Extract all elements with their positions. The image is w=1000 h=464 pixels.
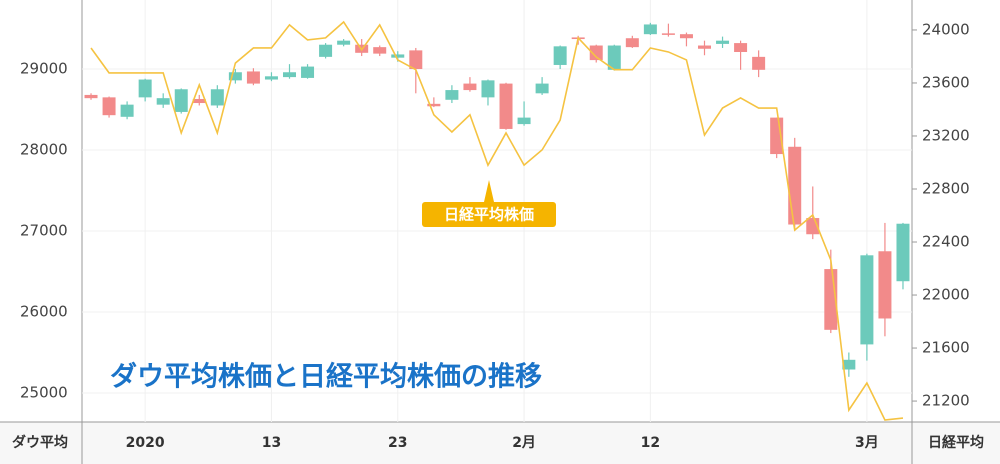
candle-body <box>174 89 188 112</box>
candle-body <box>589 45 603 61</box>
candle-body <box>553 46 567 65</box>
candle-body <box>625 38 639 48</box>
candle-body <box>445 90 459 100</box>
candle-body <box>661 33 675 35</box>
candle-body <box>499 83 513 129</box>
candle-body <box>896 223 910 282</box>
candle-body <box>716 40 730 44</box>
candle-body <box>192 98 206 104</box>
y2-tick-label: 21200 <box>922 392 970 410</box>
y-tick-label: 29000 <box>20 60 68 78</box>
candle-body <box>84 94 98 99</box>
candle-body <box>156 98 170 105</box>
x-tick-label: 2020 <box>126 435 165 451</box>
candle-body <box>246 71 260 84</box>
annotation-pointer <box>484 180 494 202</box>
x-tick-label: 13 <box>262 435 281 451</box>
candle-body <box>860 255 874 345</box>
candle-body <box>409 50 423 70</box>
candle-body <box>607 45 621 70</box>
chart-title: ダウ平均株価と日経平均株価の推移 <box>110 361 542 393</box>
candle-body <box>391 54 405 58</box>
x-tick-label: 2月 <box>512 435 536 451</box>
y2-tick-label: 21600 <box>922 339 970 357</box>
nikkei-line <box>90 20 904 421</box>
y2-tick-label: 23600 <box>922 73 970 91</box>
candle-body <box>210 89 224 106</box>
candle-body <box>138 79 152 98</box>
candle-body <box>463 83 477 91</box>
x-tick-label: 3月 <box>855 435 879 451</box>
annotation: 日経平均株価 <box>444 206 534 224</box>
y2-tick-label: 24000 <box>922 20 970 38</box>
candle-body <box>373 47 387 54</box>
candle-body <box>228 72 242 81</box>
annotation-box <box>422 202 556 227</box>
candle-body <box>264 76 278 80</box>
candle-body <box>427 103 441 107</box>
candle-body <box>679 34 693 39</box>
candle-body <box>734 43 748 53</box>
y-tick-label: 28000 <box>20 141 68 159</box>
y2-tick-label: 23200 <box>922 126 970 144</box>
candle-body <box>788 146 802 225</box>
x-tick-label: 23 <box>388 435 407 451</box>
candle-body <box>517 117 531 125</box>
candle-body <box>102 97 116 116</box>
y-axis-label: ダウ平均 <box>12 434 68 451</box>
y-tick-label: 27000 <box>20 222 68 240</box>
y2-tick-label: 22400 <box>922 233 970 251</box>
candle-body <box>535 83 549 94</box>
y2-axis-label: 日経平均 <box>928 434 984 451</box>
candle-body <box>643 24 657 35</box>
candle-body <box>337 40 351 45</box>
x-tick-label: 12 <box>641 435 660 451</box>
candle-body <box>301 66 315 78</box>
candle-body <box>752 56 766 70</box>
candle-body <box>878 251 892 319</box>
candle-body <box>319 44 333 57</box>
y2-tick-label: 22800 <box>922 179 970 197</box>
candle-body <box>698 45 711 49</box>
candle-body <box>842 359 856 370</box>
y-tick-label: 25000 <box>20 384 68 402</box>
y2-tick-label: 22000 <box>922 286 970 304</box>
candle-body <box>481 80 495 98</box>
y-tick-label: 26000 <box>20 303 68 321</box>
candle-body <box>283 72 296 78</box>
candle-body <box>120 104 134 117</box>
bottom-bar <box>0 422 1000 464</box>
